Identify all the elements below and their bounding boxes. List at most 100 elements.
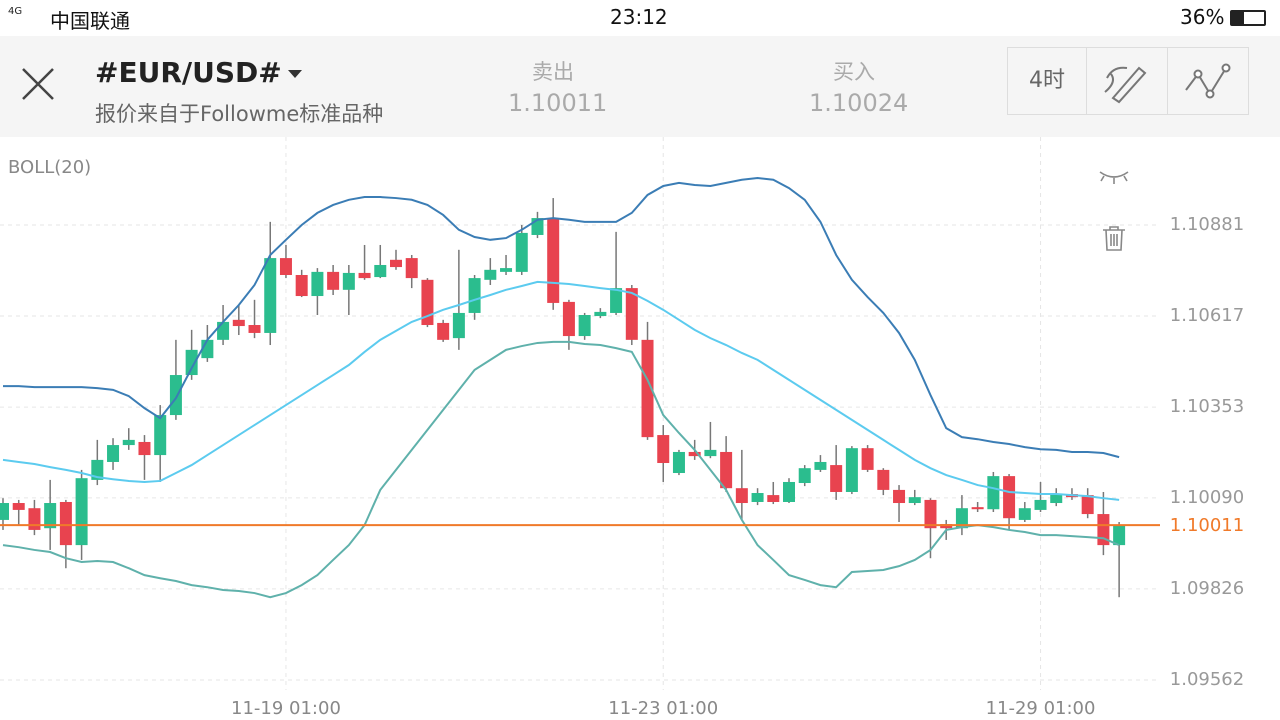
candle-body [500, 268, 513, 272]
subtitle: 报价来自于Followme标准品种 [95, 102, 384, 126]
timeframe-button[interactable]: 4时 [1007, 47, 1087, 115]
candle-body [154, 415, 167, 456]
candle-body [107, 445, 120, 462]
candle-body [0, 503, 9, 520]
carrier: 中国联通 [50, 9, 130, 33]
candle-body [657, 435, 670, 464]
candle-body [75, 478, 88, 546]
close-icon [22, 68, 54, 100]
candle-body [327, 271, 340, 290]
band-line [3, 177, 1120, 459]
candle-body [971, 507, 984, 510]
candle-body [610, 288, 623, 313]
candle-body [877, 469, 890, 490]
candle-body [861, 448, 874, 470]
ask-label: 买入 [833, 60, 875, 84]
y-tick-label: 1.10617 [1170, 305, 1244, 326]
candle-body [955, 508, 968, 529]
candle-body [798, 468, 811, 484]
y-tick-label: 1.09562 [1170, 669, 1244, 690]
candle-body [767, 495, 780, 502]
draw-button[interactable] [1087, 47, 1168, 115]
candle-body [625, 288, 638, 340]
battery-icon [1230, 10, 1266, 26]
bid-label: 卖出 [532, 60, 574, 84]
candle-body [91, 459, 104, 480]
candle-body [830, 465, 843, 492]
candle-body [515, 232, 528, 272]
candle-body [672, 451, 685, 474]
candle-body [28, 508, 41, 530]
candle-body [421, 279, 434, 326]
candle-body [845, 448, 858, 492]
candle-body [437, 322, 450, 340]
candle-body [1113, 525, 1126, 546]
indicator-button[interactable] [1168, 47, 1249, 115]
y-tick-label: 1.09826 [1170, 578, 1244, 599]
candle-body [720, 451, 733, 489]
chart: BOLL(20) 1.10881 1.10617 1.10353 1.10090 1.0… [0, 137, 1244, 719]
candle-body [468, 278, 481, 313]
candle-body [311, 271, 324, 297]
delete-indicator-button[interactable] [1103, 226, 1125, 251]
battery-level: 36% [1180, 5, 1225, 29]
candle-body [185, 349, 198, 376]
candle-body [279, 258, 292, 275]
candle-body [594, 311, 607, 317]
candle-body [578, 315, 591, 337]
candle-body [547, 218, 560, 303]
candle-body [987, 476, 1000, 510]
indicator-icon [1185, 63, 1231, 99]
candle-body [1018, 508, 1031, 520]
candle-body [1050, 494, 1063, 504]
candle-body [374, 264, 387, 278]
candle-body [751, 493, 764, 502]
candle-body [138, 441, 151, 456]
candle-body [704, 449, 717, 457]
indicator-label: BOLL(20) [8, 157, 91, 178]
candle-body [940, 524, 953, 529]
close-button[interactable] [20, 66, 56, 102]
candle-body [232, 319, 245, 327]
candle-body [688, 451, 701, 457]
candle-body [783, 481, 795, 502]
candle-body [1003, 476, 1016, 519]
hide-indicator-button[interactable] [1099, 171, 1129, 184]
candle-body [217, 321, 230, 340]
candle-body [484, 269, 497, 280]
candle-body [735, 488, 748, 504]
candle-body [248, 325, 261, 333]
candle-body [390, 259, 402, 268]
y-tick-label: 1.10353 [1170, 396, 1244, 417]
clock: 23:12 [610, 5, 668, 29]
x-tick-label: 11-23 01:00 [608, 698, 718, 719]
current-price-label: 1.10011 [1170, 515, 1244, 536]
bid-price: 1.10011 [508, 89, 608, 117]
candle-body [893, 489, 906, 504]
candle-body [1034, 499, 1047, 510]
x-tick-label: 11-19 01:00 [231, 698, 341, 719]
candle-body [1081, 495, 1094, 515]
x-tick-label: 11-29 01:00 [986, 698, 1096, 719]
y-tick-label: 1.10090 [1170, 487, 1244, 508]
candle-body [122, 439, 135, 446]
dropdown-arrow [288, 70, 302, 78]
candle-body [405, 258, 418, 279]
candle-body [908, 497, 921, 504]
candle-body [44, 503, 57, 529]
network: 4G [8, 6, 23, 17]
candle-body [264, 258, 277, 333]
candle-body [169, 375, 182, 416]
header: #EUR/USD# 报价来自于Followme标准品种 卖出 1.10011 买… [0, 36, 1280, 137]
candle-body [452, 312, 465, 339]
candle-body [924, 499, 937, 529]
draw-icon [1104, 66, 1147, 104]
candle-body [358, 272, 371, 279]
candle-body [641, 339, 654, 438]
candle-body [59, 501, 72, 546]
band-line [2, 340, 1120, 599]
symbol[interactable]: #EUR/USD# [95, 56, 282, 89]
y-tick-label: 1.10881 [1170, 214, 1244, 235]
candle-body [562, 301, 575, 337]
